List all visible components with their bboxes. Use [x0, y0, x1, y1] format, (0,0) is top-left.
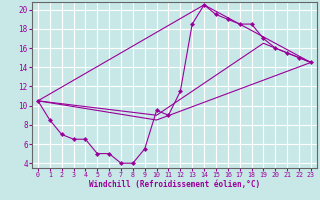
X-axis label: Windchill (Refroidissement éolien,°C): Windchill (Refroidissement éolien,°C) — [89, 180, 260, 189]
